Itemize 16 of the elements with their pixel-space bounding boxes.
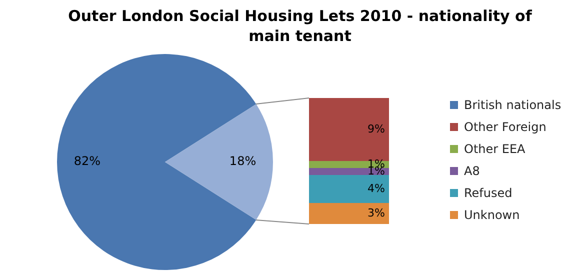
bar: [309, 168, 389, 175]
legend-label: Unknown: [464, 208, 520, 222]
data-label: 82%: [74, 154, 101, 168]
chart-title: Outer London Social Housing Lets 2010 - nationality of main tenant: [67, 6, 533, 46]
bar: [309, 175, 389, 203]
legend-label: Other Foreign: [464, 120, 546, 134]
bar: [309, 98, 389, 161]
data-label: 4%: [368, 182, 385, 195]
legend-label: Other EEA: [464, 142, 526, 156]
legend-label: Refused: [464, 186, 512, 200]
data-label: 3%: [368, 206, 385, 220]
legend-label: British nationals: [464, 98, 562, 112]
bar: [309, 203, 389, 224]
legend-label: A8: [464, 164, 480, 178]
data-label: 18%: [229, 154, 256, 168]
data-label: 9%: [368, 122, 385, 136]
